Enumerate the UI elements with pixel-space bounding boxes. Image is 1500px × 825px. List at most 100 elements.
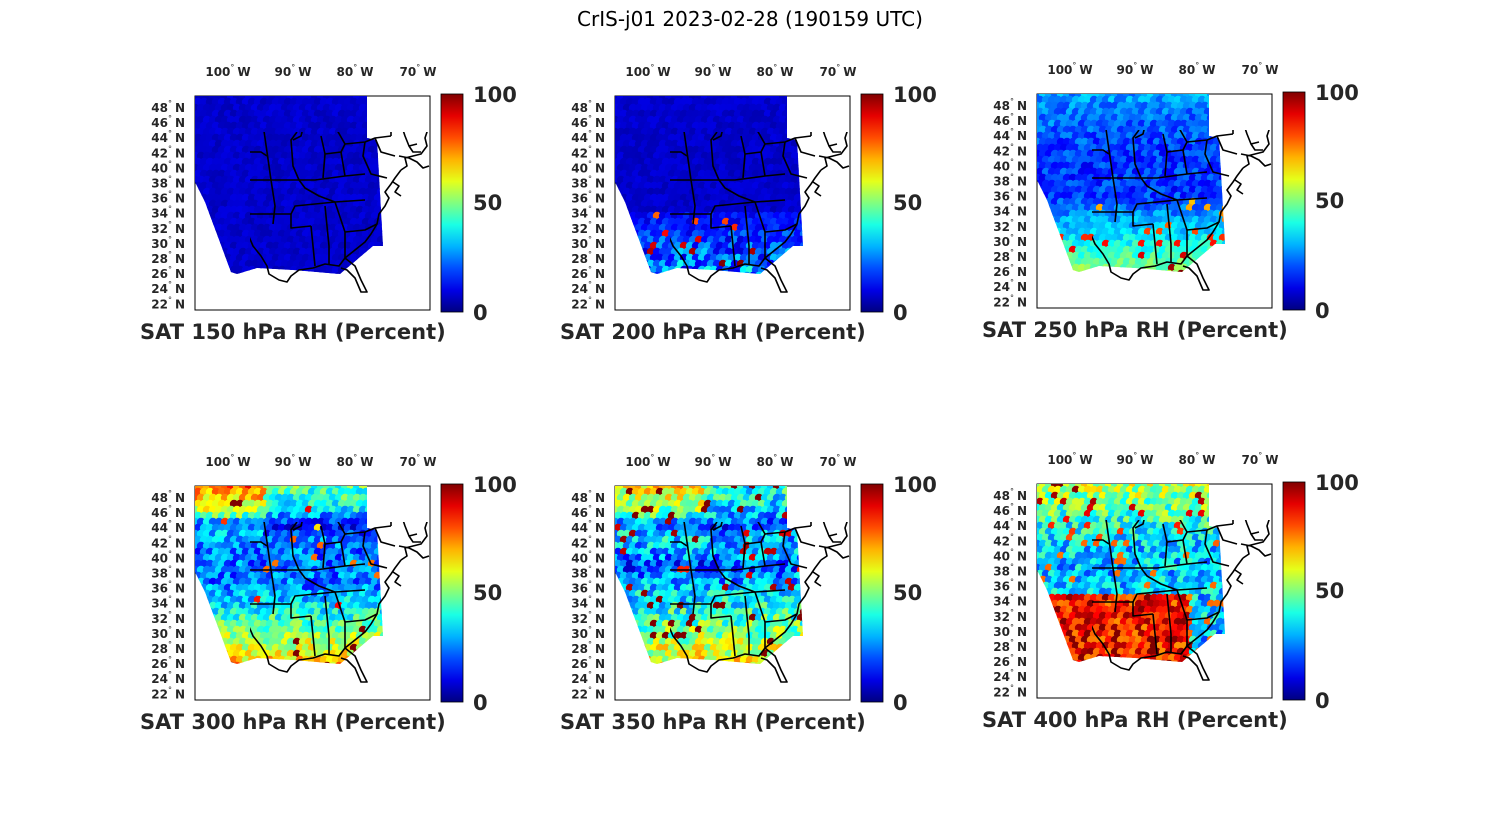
state-boundaries — [1092, 130, 1272, 291]
state-boundaries — [670, 132, 850, 293]
lon-label: 70° W — [820, 63, 857, 79]
lat-label: 38° N — [571, 565, 605, 581]
rh-field — [615, 486, 803, 664]
lon-label: 90° W — [275, 63, 312, 79]
lon-label: 100° W — [625, 453, 670, 469]
lat-label: 42° N — [151, 144, 185, 160]
colorbar-tick-label: 50 — [893, 581, 922, 605]
lat-label: 36° N — [151, 580, 185, 596]
colorbar-tick-label: 50 — [1315, 579, 1344, 603]
lon-label: 90° W — [1117, 61, 1154, 77]
lon-label: 90° W — [275, 453, 312, 469]
lat-label: 32° N — [993, 608, 1027, 624]
lat-label: 40° N — [571, 159, 605, 175]
map-figure: 100° W 90° W 80° W 70° W 48° N46° N44° N42° N40° N38°… — [571, 63, 937, 325]
lat-label: 42° N — [571, 144, 605, 160]
lat-label: 24° N — [571, 670, 605, 686]
lat-label: 44° N — [571, 129, 605, 145]
colorbar — [860, 483, 884, 703]
lat-label: 48° N — [993, 487, 1027, 503]
colorbar-tick-label: 50 — [1315, 189, 1344, 213]
lat-label: 44° N — [151, 129, 185, 145]
lat-label: 26° N — [151, 655, 185, 671]
state-boundaries — [670, 522, 850, 683]
lat-label: 40° N — [571, 549, 605, 565]
lat-label: 30° N — [151, 235, 185, 251]
lat-label: 22° N — [993, 293, 1027, 309]
map-panel-250: 100° W 90° W 80° W 70° W 48° N 46° N 44° N 42° N 40° N 38°… — [982, 58, 1362, 358]
lat-label: 46° N — [571, 504, 605, 520]
lat-label: 38° N — [151, 565, 185, 581]
map-figure: 100° W 90° W 80° W 70° W 48° N46° N44° N42° N40° N38°… — [151, 63, 517, 325]
colorbar-tick-label: 0 — [1315, 299, 1330, 323]
lat-label: 32° N — [571, 610, 605, 626]
lat-label: 48° N — [571, 99, 605, 115]
colorbar — [440, 483, 464, 703]
lat-label: 26° N — [571, 655, 605, 671]
colorbar-tick-label: 50 — [893, 191, 922, 215]
lon-label: 100° W — [1047, 451, 1092, 467]
lat-label: 32° N — [151, 610, 185, 626]
lat-label: 44° N — [571, 519, 605, 535]
lon-label: 80° W — [757, 63, 794, 79]
lat-label: 22° N — [151, 295, 185, 311]
lon-label: 70° W — [400, 453, 437, 469]
lat-label: 46° N — [151, 504, 185, 520]
lat-label: 28° N — [571, 250, 605, 266]
colorbar-tick-label: 0 — [893, 691, 908, 715]
lon-label: 80° W — [337, 63, 374, 79]
lon-label: 90° W — [695, 63, 732, 79]
lat-label: 48° N — [151, 99, 185, 115]
lat-label: 36° N — [993, 188, 1027, 204]
colorbar — [1282, 91, 1306, 311]
colorbar-tick-label: 0 — [1315, 689, 1330, 713]
colorbar — [860, 93, 884, 313]
lon-label: 70° W — [1242, 451, 1279, 467]
map-figure: 100° W 90° W 80° W 70° W 48° N46° N44° N42° N40° N38°… — [993, 451, 1359, 713]
lat-label: 22° N — [993, 683, 1027, 699]
lat-label: 28° N — [151, 250, 185, 266]
panel-title: SAT 200 hPa RH (Percent) — [560, 320, 866, 344]
map-panel-350: 100° W 90° W 80° W 70° W 48° N 46° N 44° N 42° N 40° N 38°… — [560, 450, 940, 750]
lat-label: 30° N — [571, 235, 605, 251]
lat-label: 48° N — [993, 97, 1027, 113]
panel-title: SAT 400 hPa RH (Percent) — [982, 708, 1288, 732]
lat-label: 34° N — [993, 203, 1027, 219]
lat-label: 38° N — [571, 175, 605, 191]
lat-label: 26° N — [151, 265, 185, 281]
colorbar-tick-label: 100 — [1315, 81, 1359, 105]
colorbar — [1282, 481, 1306, 701]
rh-field — [195, 486, 383, 664]
lat-label: 32° N — [151, 220, 185, 236]
lon-label: 100° W — [205, 453, 250, 469]
lat-label: 28° N — [993, 638, 1027, 654]
lat-label: 30° N — [151, 625, 185, 641]
lat-label: 42° N — [993, 532, 1027, 548]
colorbar — [440, 93, 464, 313]
lat-label: 28° N — [151, 640, 185, 656]
map-figure: 100° W 90° W 80° W 70° W 48° N46° N44° N42° N40° N38°… — [151, 453, 517, 715]
lat-label: 26° N — [993, 653, 1027, 669]
lat-label: 36° N — [571, 190, 605, 206]
lat-label: 26° N — [571, 265, 605, 281]
lat-label: 30° N — [571, 625, 605, 641]
lat-label: 42° N — [993, 142, 1027, 158]
lat-label: 32° N — [571, 220, 605, 236]
map-figure: 100° W 90° W 80° W 70° W 48° N46° N44° N42° N40° N38°… — [571, 453, 937, 715]
lat-label: 24° N — [993, 668, 1027, 684]
lat-label: 34° N — [571, 595, 605, 611]
lon-label: 100° W — [1047, 61, 1092, 77]
lat-label: 30° N — [993, 233, 1027, 249]
lon-label: 90° W — [1117, 451, 1154, 467]
lat-label: 42° N — [151, 534, 185, 550]
colorbar-tick-label: 100 — [473, 83, 517, 107]
lat-label: 36° N — [571, 580, 605, 596]
lon-label: 90° W — [695, 453, 732, 469]
state-boundaries — [250, 132, 430, 293]
colorbar-tick-label: 0 — [473, 301, 488, 325]
colorbar-tick-label: 100 — [473, 473, 517, 497]
lat-label: 40° N — [993, 157, 1027, 173]
lat-label: 48° N — [571, 489, 605, 505]
lat-label: 28° N — [993, 248, 1027, 264]
panel-title: SAT 350 hPa RH (Percent) — [560, 710, 866, 734]
